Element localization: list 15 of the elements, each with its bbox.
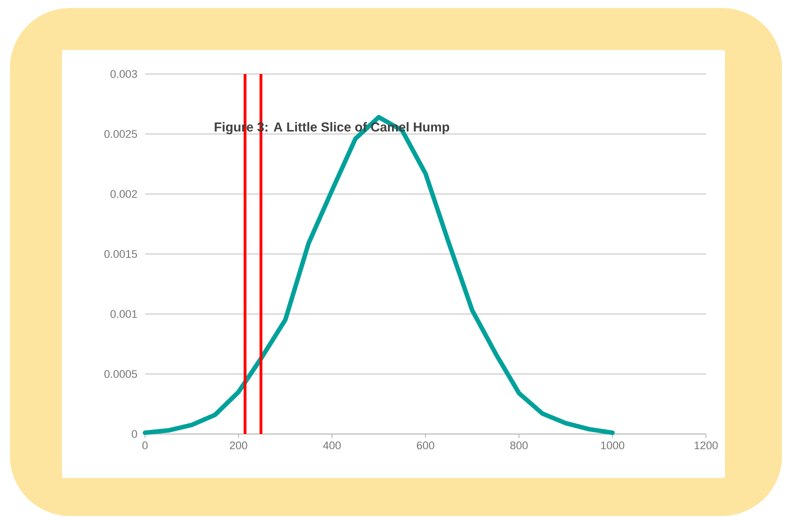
y-tick-label: 0	[132, 430, 138, 438]
x-tick-label: 1000	[601, 442, 624, 450]
y-tick-label: 0.0005	[104, 370, 138, 378]
x-tick-label: 0	[142, 442, 148, 450]
y-tick-label: 0.0025	[104, 130, 138, 138]
y-tick-label: 0.0015	[104, 250, 138, 258]
x-tick-label: 600	[416, 442, 434, 450]
y-tick-label: 0.003	[110, 70, 137, 78]
x-tick-label: 200	[230, 442, 248, 450]
x-tick-label: 400	[323, 442, 341, 450]
y-tick-label: 0.001	[110, 310, 137, 318]
x-tick-label: 800	[510, 442, 528, 450]
line-series	[142, 114, 615, 436]
x-tick-label: 1200	[694, 442, 718, 450]
y-tick-label: 0.002	[110, 190, 137, 198]
